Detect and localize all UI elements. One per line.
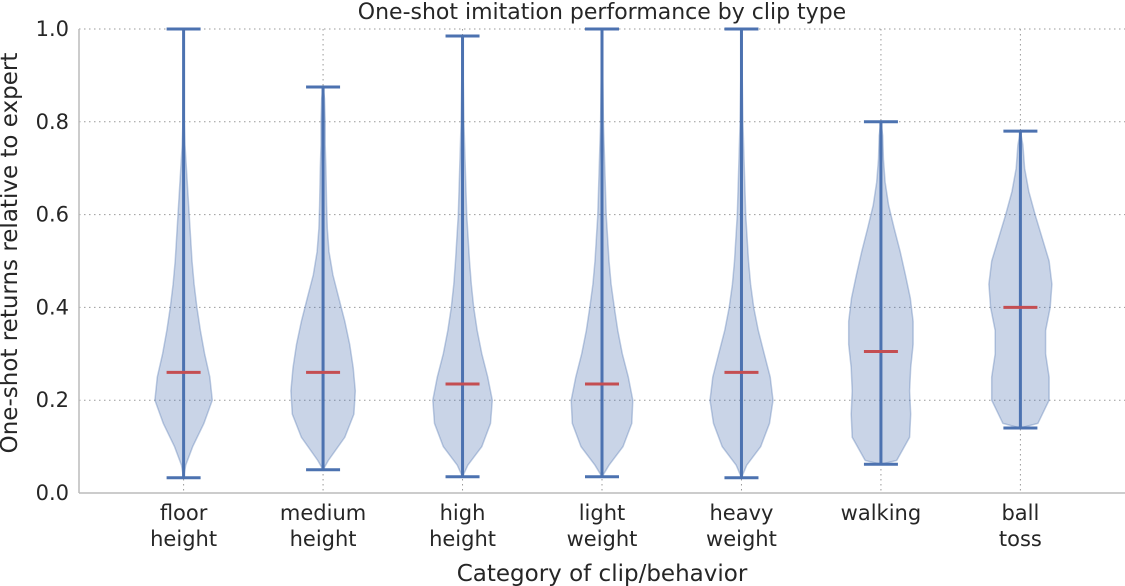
x-tick-label: height [429, 527, 496, 551]
violin-0 [154, 27, 214, 480]
x-tick-label: ball [1001, 501, 1039, 525]
x-tick-label: light [579, 501, 626, 525]
y-tick-label: 0.0 [36, 481, 69, 505]
chart-title: One-shot imitation performance by clip t… [358, 0, 846, 25]
x-tick-label: walking [841, 501, 922, 525]
x-tick-label: height [290, 527, 357, 551]
x-tick-label: weight [706, 527, 777, 551]
x-tick-label: toss [999, 527, 1042, 551]
violin-6 [988, 129, 1053, 430]
y-tick-label: 0.8 [36, 110, 69, 134]
violin-1 [290, 85, 357, 472]
violin-3 [570, 27, 634, 479]
x-tick-label: medium [280, 501, 366, 525]
y-tick-label: 0.2 [36, 388, 69, 412]
violin-4 [709, 27, 774, 480]
y-tick-label: 1.0 [36, 17, 69, 41]
x-tick-label: height [150, 527, 217, 551]
y-tick-label: 0.6 [36, 203, 69, 227]
x-tick-label: high [440, 501, 486, 525]
violin-layer [154, 27, 1053, 480]
y-axis-label: One-shot returns relative to expert [0, 53, 23, 454]
y-tick-label: 0.4 [36, 295, 69, 319]
violin-2 [432, 34, 494, 479]
x-tick-label: weight [567, 527, 638, 551]
x-tick-label: heavy [709, 501, 773, 525]
x-tick-label: floor [160, 501, 208, 525]
axis-layer: 0.00.20.40.60.81.0floorheightmediumheigh… [36, 17, 1125, 551]
x-axis-label: Category of clip/behavior [457, 561, 748, 586]
violin-5 [847, 120, 914, 466]
